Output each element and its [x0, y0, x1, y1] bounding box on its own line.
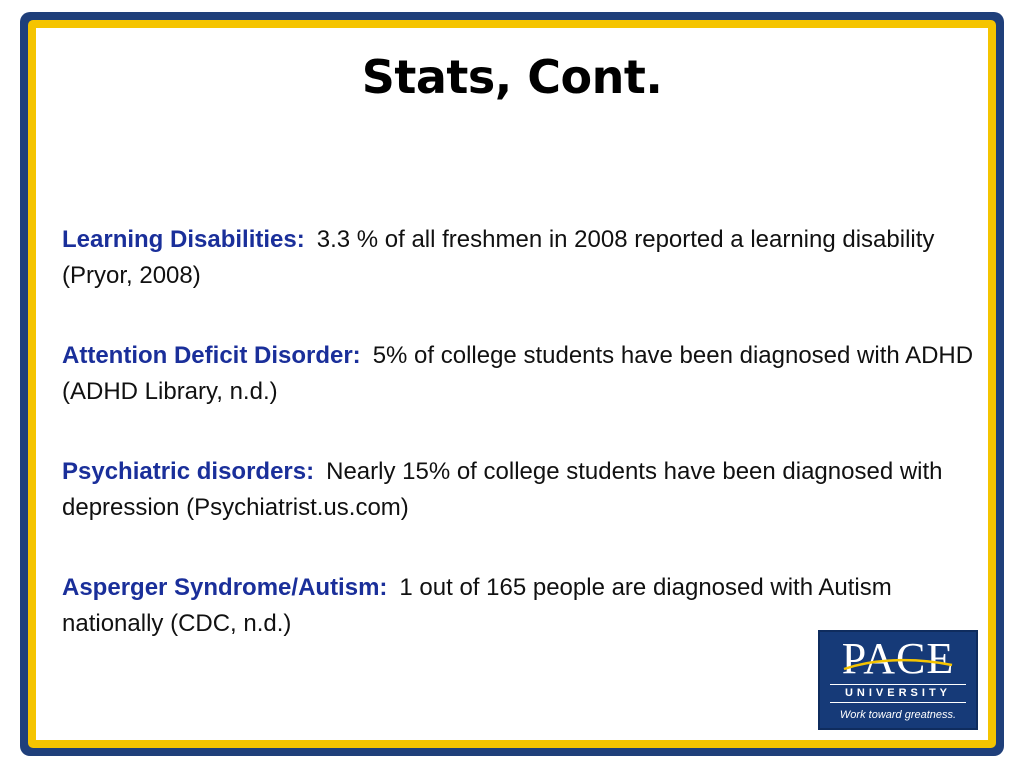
logo-rule — [830, 684, 966, 685]
slide-canvas — [36, 28, 988, 740]
slide-title: Stats, Cont. — [361, 50, 663, 104]
logo-tagline: Work toward greatness. — [839, 709, 957, 721]
stat-text: 3.3 % of all freshmen in 2008 reported a… — [62, 226, 935, 289]
logo-subtitle: UNIVERSITY — [844, 687, 951, 699]
logo-swoosh-icon — [843, 658, 953, 671]
stat-text: Nearly 15% of college students have been… — [62, 458, 943, 521]
slide-gold-border — [28, 20, 996, 748]
stat-label: Learning Disabilities: — [62, 226, 305, 253]
stat-item-asperger-autism: Asperger Syndrome/Autism: 1 out of 165 pe… — [62, 570, 992, 642]
stat-label: Psychiatric disorders: — [62, 458, 315, 485]
pace-university-logo: PACE UNIVERSITY Work toward greatness. — [818, 630, 978, 730]
stat-item-psychiatric-disorders: Psychiatric disorders: Nearly 15% of coll… — [62, 454, 992, 526]
stat-label: Attention Deficit Disorder: — [62, 342, 361, 369]
stat-item-learning-disabilities: Learning Disabilities: 3.3 % of all fresh… — [62, 222, 992, 294]
stat-item-attention-deficit-disorder: Attention Deficit Disorder: 5% of college… — [62, 338, 992, 410]
slide-frame — [20, 12, 1004, 756]
stats-list: Learning Disabilities: 3.3 % of all fresh… — [62, 222, 992, 686]
stat-text: 1 out of 165 people are diagnosed with A… — [62, 574, 892, 637]
stat-text: 5% of college students have been diagnos… — [62, 342, 974, 405]
logo-wordmark: PACE — [841, 634, 955, 683]
logo-rule — [830, 702, 966, 703]
stat-label: Asperger Syndrome/Autism: — [62, 574, 388, 601]
